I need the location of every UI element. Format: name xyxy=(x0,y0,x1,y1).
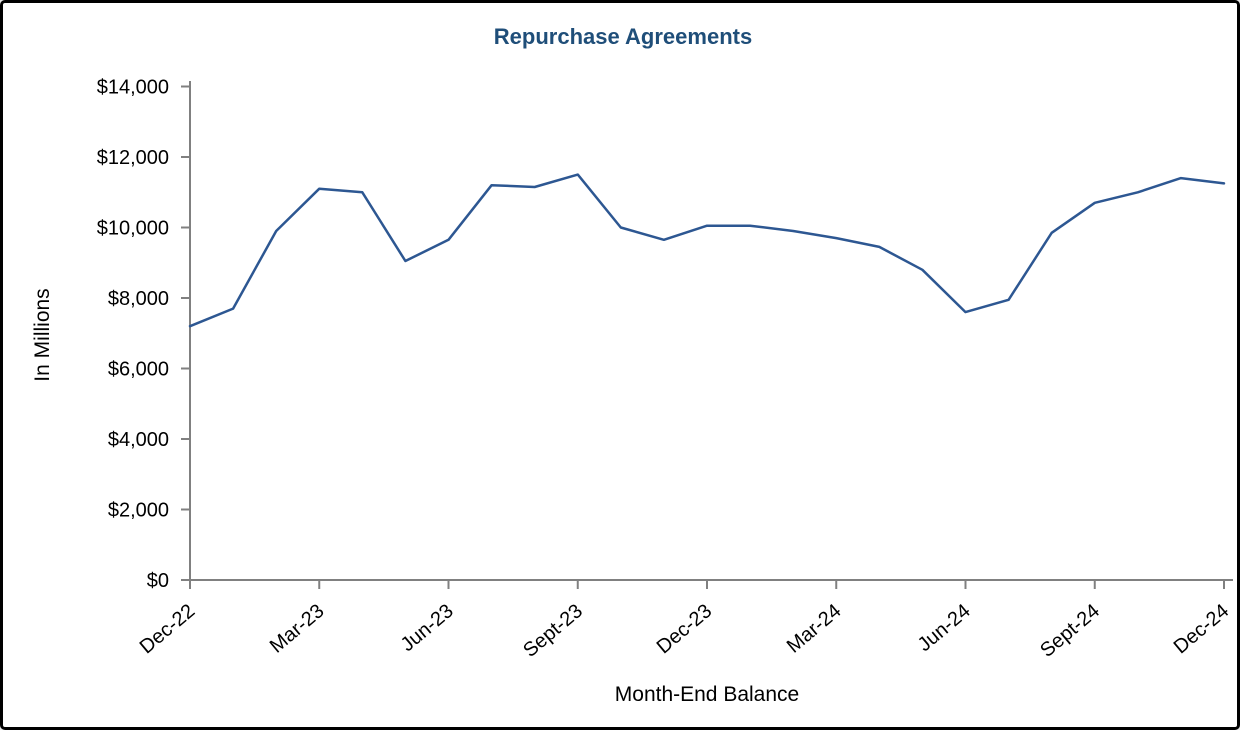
y-axis-ticks xyxy=(181,85,190,581)
x-axis-tick-labels: Dec-22 Mar-23 Jun-23 Sept-23 Dec-23 Mar-24 Jun… xyxy=(136,600,1234,662)
x-tick-label: Mar-24 xyxy=(783,600,846,658)
x-axis-title: Month-End Balance xyxy=(615,683,799,706)
y-tick-label: $10,000 xyxy=(97,218,169,240)
repurchase-agreements-series-line xyxy=(188,173,1226,328)
x-tick-label: Sept-24 xyxy=(1036,600,1104,662)
x-axis-ticks xyxy=(189,580,1225,589)
chart-title: Repurchase Agreements xyxy=(494,24,752,49)
y-axis-title: In Millions xyxy=(31,288,54,381)
x-tick-label: Dec-23 xyxy=(653,600,717,658)
y-axis-tick-labels: $0 $2,000 $4,000 $6,000 $8,000 $10,000 $12,000… xyxy=(97,77,169,593)
x-tick-label: Sept-23 xyxy=(519,600,587,662)
y-tick-label: $2,000 xyxy=(108,500,169,522)
y-tick-label: $0 xyxy=(147,570,169,592)
y-tick-label: $12,000 xyxy=(97,147,169,169)
x-tick-label: Dec-22 xyxy=(136,600,200,658)
y-tick-label: $14,000 xyxy=(97,77,169,99)
x-tick-label: Mar-23 xyxy=(266,600,329,658)
x-tick-label: Jun-23 xyxy=(397,600,458,656)
x-tick-label: Jun-24 xyxy=(914,600,975,656)
line-chart-canvas: Repurchase Agreements In Millions Month-… xyxy=(31,24,1234,706)
y-tick-label: $6,000 xyxy=(108,359,169,381)
y-tick-label: $8,000 xyxy=(108,288,169,310)
y-tick-label: $4,000 xyxy=(108,429,169,451)
x-tick-label: Dec-24 xyxy=(1170,600,1234,658)
